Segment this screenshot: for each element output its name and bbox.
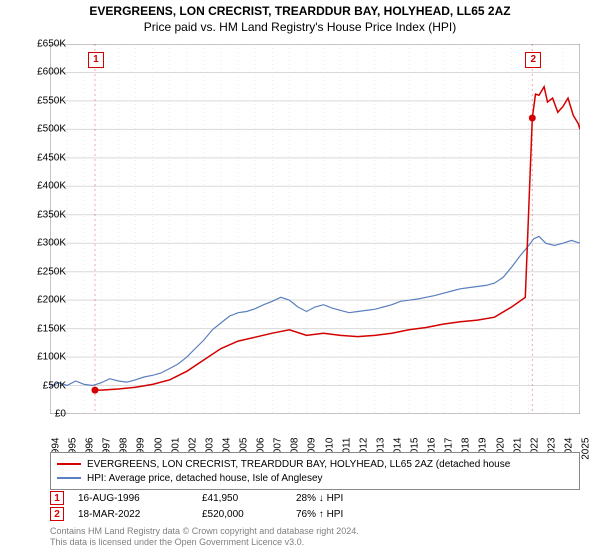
legend-swatch-icon xyxy=(57,477,81,479)
sale-marker-box: 1 xyxy=(88,52,104,68)
x-tick-label: 2025 xyxy=(581,438,592,460)
footnote-line: Contains HM Land Registry data © Crown c… xyxy=(50,526,580,537)
legend: EVERGREENS, LON CRECRIST, TREARDDUR BAY,… xyxy=(50,452,580,490)
summary-row: 2 18-MAR-2022 £520,000 76% ↑ HPI xyxy=(50,506,580,522)
y-tick-label: £550K xyxy=(6,95,66,106)
y-tick-label: £350K xyxy=(6,209,66,220)
sale-hpi-delta: 28% ↓ HPI xyxy=(296,493,396,504)
y-tick-label: £600K xyxy=(6,67,66,78)
y-tick-label: £150K xyxy=(6,323,66,334)
summary-row: 1 16-AUG-1996 £41,950 28% ↓ HPI xyxy=(50,490,580,506)
sale-price: £41,950 xyxy=(202,493,282,504)
y-tick-label: £500K xyxy=(6,124,66,135)
sale-hpi-delta: 76% ↑ HPI xyxy=(296,509,396,520)
plot-area xyxy=(50,44,580,414)
y-tick-label: £450K xyxy=(6,152,66,163)
sale-date: 16-AUG-1996 xyxy=(78,493,188,504)
legend-item-hpi: HPI: Average price, detached house, Isle… xyxy=(57,471,573,485)
sale-price: £520,000 xyxy=(202,509,282,520)
y-tick-label: £650K xyxy=(6,39,66,50)
y-tick-label: £250K xyxy=(6,266,66,277)
legend-item-property: EVERGREENS, LON CRECRIST, TREARDDUR BAY,… xyxy=(57,457,573,471)
y-tick-label: £200K xyxy=(6,295,66,306)
y-tick-label: £400K xyxy=(6,181,66,192)
y-tick-label: £100K xyxy=(6,352,66,363)
sale-marker-icon: 2 xyxy=(50,507,64,521)
legend-label: EVERGREENS, LON CRECRIST, TREARDDUR BAY,… xyxy=(87,459,510,470)
title-block: EVERGREENS, LON CRECRIST, TREARDDUR BAY,… xyxy=(0,0,600,34)
summary-table: 1 16-AUG-1996 £41,950 28% ↓ HPI 2 18-MAR… xyxy=(50,490,580,522)
y-tick-label: £300K xyxy=(6,238,66,249)
chart-container: EVERGREENS, LON CRECRIST, TREARDDUR BAY,… xyxy=(0,0,600,560)
sale-marker-box: 2 xyxy=(525,52,541,68)
title-subtitle: Price paid vs. HM Land Registry's House … xyxy=(0,20,600,34)
legend-label: HPI: Average price, detached house, Isle… xyxy=(87,473,323,484)
sale-marker-icon: 1 xyxy=(50,491,64,505)
footnote-line: This data is licensed under the Open Gov… xyxy=(50,537,580,548)
sale-date: 18-MAR-2022 xyxy=(78,509,188,520)
y-tick-label: £50K xyxy=(6,380,66,391)
legend-swatch-icon xyxy=(57,463,81,465)
y-tick-label: £0 xyxy=(6,409,66,420)
title-address: EVERGREENS, LON CRECRIST, TREARDDUR BAY,… xyxy=(0,4,600,18)
footnote: Contains HM Land Registry data © Crown c… xyxy=(50,526,580,549)
